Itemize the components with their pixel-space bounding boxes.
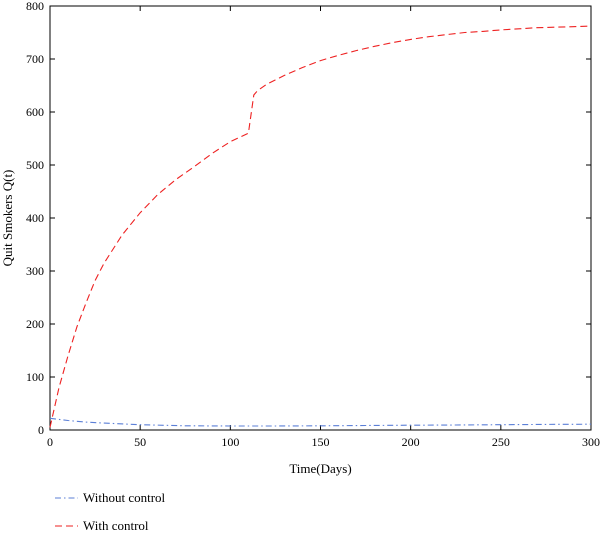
x-tick-label: 300 (582, 435, 600, 449)
x-tick-label: 50 (134, 435, 146, 449)
y-tick-label: 700 (26, 52, 44, 66)
series-line-with-control (49, 25, 592, 428)
series-lines (49, 25, 592, 428)
legend: Without control With control (55, 490, 166, 533)
y-tick-label: 400 (26, 211, 44, 225)
y-tick-label: 100 (26, 370, 44, 384)
plot-area-frame (49, 5, 592, 431)
legend-label-with-control: With control (83, 518, 149, 533)
x-tick-label: 250 (492, 435, 510, 449)
y-tick-label: 200 (26, 317, 44, 331)
x-tick-label: 0 (47, 435, 53, 449)
y-tick-label: 0 (38, 423, 44, 437)
axis-ticks: 0 50 100 150 200 250 300 0 100 200 300 400 500 600 700… (26, 0, 600, 449)
y-tick-label: 500 (26, 158, 44, 172)
y-tick-label: 600 (26, 105, 44, 119)
x-axis-label: Time(Days) (289, 461, 351, 476)
series-line-without-control (49, 417, 592, 427)
legend-label-without-control: Without control (83, 490, 166, 505)
y-tick-label: 800 (26, 0, 44, 13)
x-tick-label: 150 (312, 435, 330, 449)
y-axis-label: Quit Smokers Q(t) (0, 170, 15, 267)
x-tick-label: 200 (402, 435, 420, 449)
x-tick-label: 100 (221, 435, 239, 449)
y-tick-label: 300 (26, 264, 44, 278)
